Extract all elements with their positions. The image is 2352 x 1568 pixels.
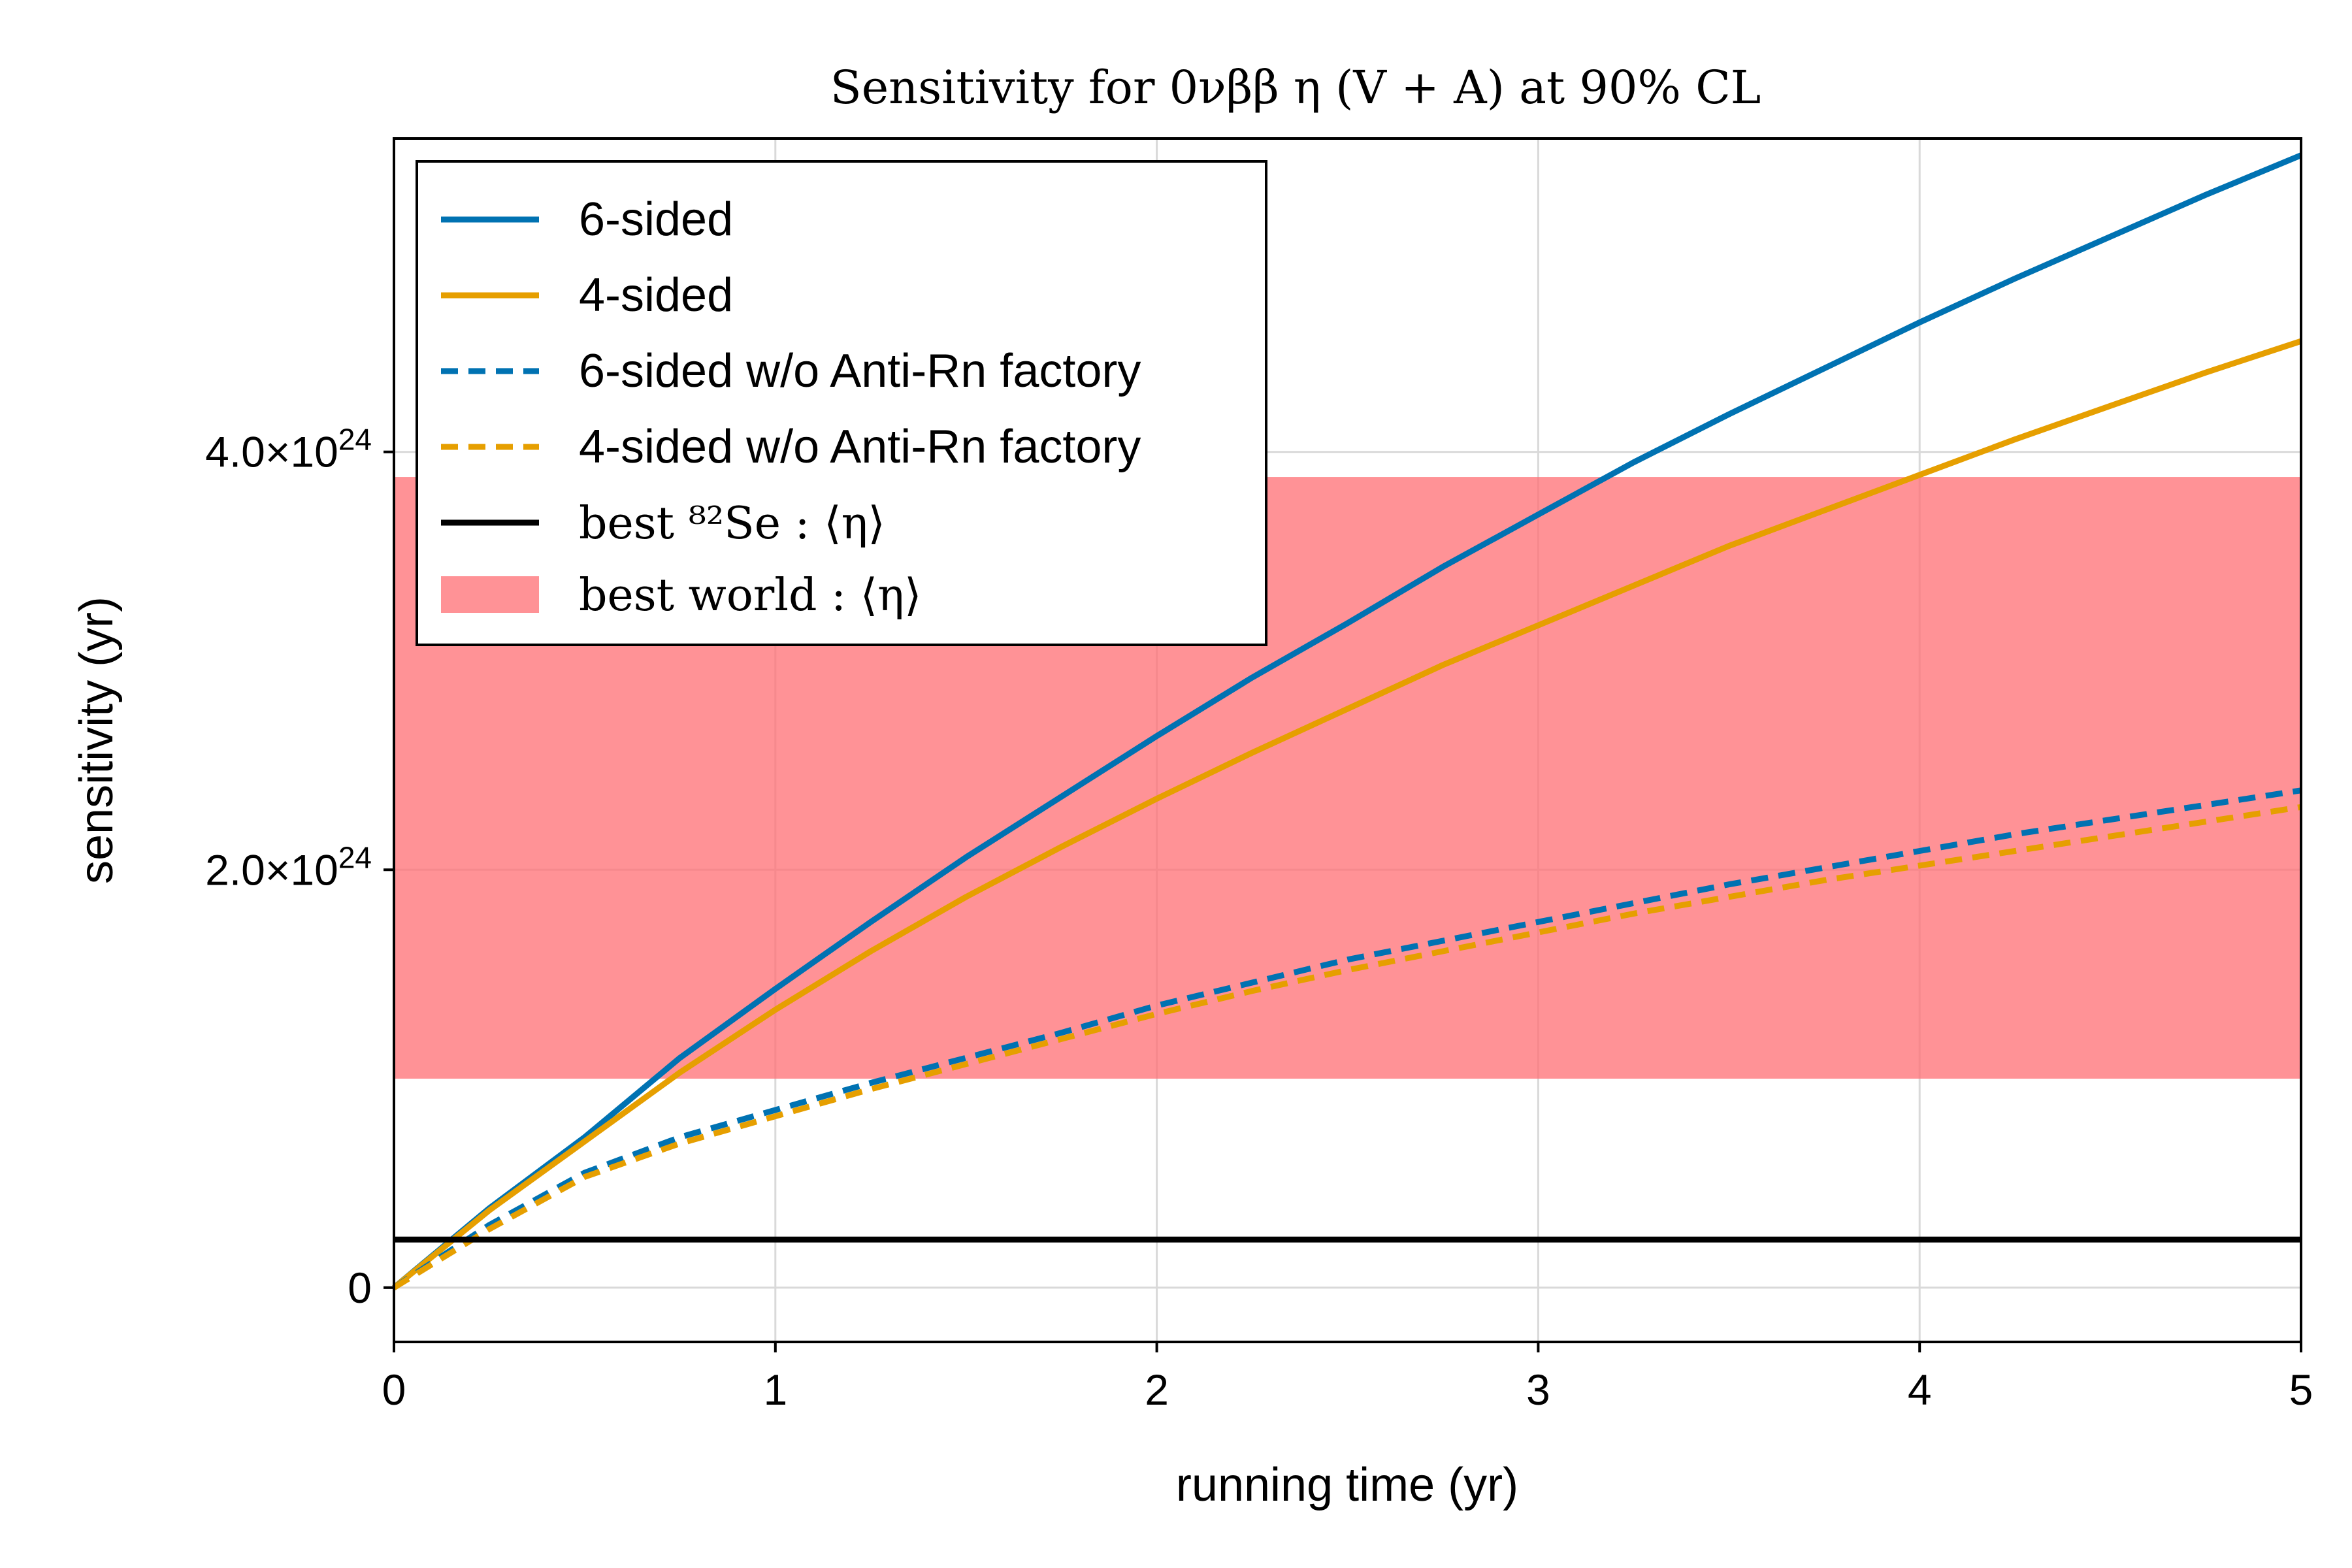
legend-label: 4-sided w/o Anti-Rn factory xyxy=(579,421,1141,473)
chart-title: Sensitivity for 0νββ η (V + A) at 90% CL xyxy=(830,61,1761,114)
series-layer xyxy=(392,152,2302,1290)
y-tick-label: 4.0×1024 xyxy=(205,423,372,476)
y-axis-label: sensitivity (yr) xyxy=(71,596,123,884)
legend-swatch xyxy=(441,576,539,613)
legend-box xyxy=(416,160,1267,646)
plot-frame xyxy=(393,137,2302,1343)
series-line-0 xyxy=(392,152,2302,1290)
x-tick-label: 4 xyxy=(1908,1365,1932,1414)
x-tick-label: 3 xyxy=(1526,1365,1550,1414)
legend-label: best ⁸²Se : ⟨η⟩ xyxy=(579,498,885,549)
series-line-2 xyxy=(392,787,2302,1290)
legend: 6-sided 4-sided 6-sided w/o Anti-Rn factor… xyxy=(416,160,1267,646)
x-tick-label: 1 xyxy=(763,1365,787,1414)
x-axis-label: running time (yr) xyxy=(1176,1459,1518,1511)
series-line-3 xyxy=(392,804,2302,1290)
x-tick-label: 0 xyxy=(382,1365,406,1414)
x-tick-label: 2 xyxy=(1145,1365,1169,1414)
legend-label: best world : ⟨η⟩ xyxy=(579,570,921,621)
series-line-1 xyxy=(392,338,2302,1290)
y-tick-label: 2.0×1024 xyxy=(205,840,372,894)
legend-label: 4-sided xyxy=(579,269,733,321)
x-tick-label: 5 xyxy=(2289,1365,2313,1414)
legend-label: 6-sided w/o Anti-Rn factory xyxy=(579,345,1141,397)
legend-label: 6-sided xyxy=(579,193,733,246)
y-axis-ticks: 0 2.0×1024 4.0×1024 xyxy=(205,423,394,1312)
y-tick-label: 0 xyxy=(348,1264,372,1312)
x-axis-ticks: 0 1 2 3 4 5 xyxy=(382,1342,2313,1414)
